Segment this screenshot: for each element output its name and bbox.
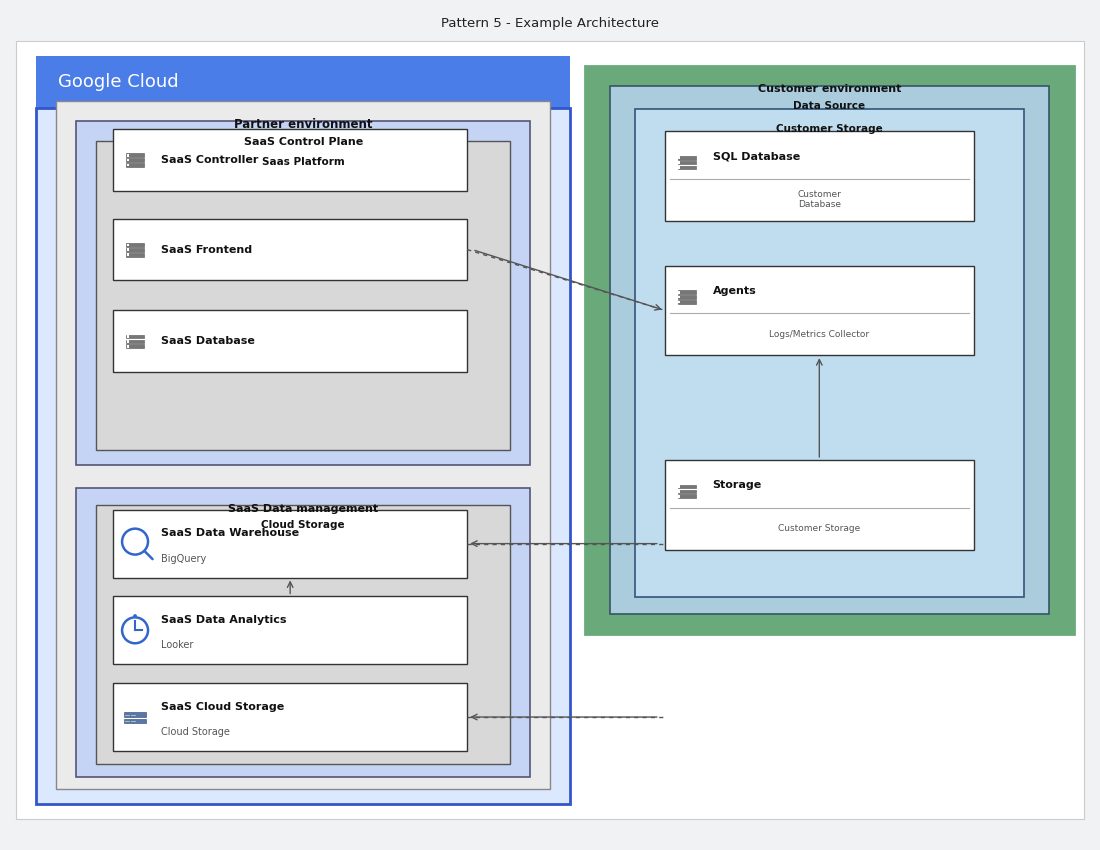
Bar — [56, 101, 550, 789]
Bar — [678, 161, 695, 164]
Bar — [126, 248, 144, 252]
Bar — [126, 244, 129, 246]
Text: SQL Database: SQL Database — [713, 151, 800, 162]
Bar — [76, 121, 530, 465]
Bar — [664, 131, 974, 221]
Bar — [126, 344, 144, 348]
Bar — [126, 159, 129, 162]
Bar — [679, 495, 680, 498]
Bar — [126, 253, 129, 256]
Bar — [679, 485, 680, 488]
Bar — [678, 166, 695, 169]
Bar — [678, 490, 695, 493]
Bar — [124, 719, 146, 723]
Bar — [126, 335, 144, 338]
Text: Storage: Storage — [713, 480, 762, 490]
Bar — [679, 162, 680, 164]
Bar — [96, 505, 510, 764]
Bar — [113, 310, 468, 372]
Bar — [635, 109, 1024, 598]
Text: SaaS Data Analytics: SaaS Data Analytics — [161, 615, 286, 625]
Text: SaaS Frontend: SaaS Frontend — [161, 245, 252, 255]
Bar — [678, 156, 695, 160]
Bar — [126, 163, 144, 167]
Text: Customer Storage: Customer Storage — [778, 524, 860, 533]
Bar — [678, 484, 695, 489]
Bar — [36, 56, 570, 108]
Bar — [664, 460, 974, 550]
Bar — [126, 335, 129, 338]
Bar — [126, 340, 129, 343]
Text: Data Source: Data Source — [793, 101, 866, 111]
Bar — [126, 243, 144, 246]
Bar — [679, 166, 680, 169]
Bar — [679, 291, 680, 293]
Text: SaaS Data management: SaaS Data management — [228, 504, 378, 513]
Text: Saas Platform: Saas Platform — [262, 157, 344, 167]
Bar — [126, 154, 129, 156]
Bar — [585, 66, 1074, 634]
Circle shape — [133, 615, 138, 618]
Text: Agents: Agents — [713, 286, 757, 296]
Bar — [664, 265, 974, 355]
Text: SaaS Control Plane: SaaS Control Plane — [243, 137, 363, 147]
Bar — [678, 300, 695, 304]
Bar — [678, 495, 695, 498]
Bar — [124, 712, 146, 717]
Text: Customer environment: Customer environment — [758, 84, 901, 94]
Bar — [113, 129, 468, 190]
Bar — [126, 248, 129, 251]
Text: Cloud Storage: Cloud Storage — [262, 519, 345, 530]
Bar — [609, 86, 1048, 615]
Bar — [36, 108, 570, 804]
Text: SaaS Cloud Storage: SaaS Cloud Storage — [161, 702, 284, 712]
Bar — [126, 153, 144, 157]
Bar — [678, 295, 695, 299]
Bar — [679, 296, 680, 298]
Bar — [679, 490, 680, 493]
Bar — [679, 301, 680, 303]
Text: Cloud Storage: Cloud Storage — [161, 727, 230, 737]
Bar — [126, 345, 129, 348]
Bar — [113, 510, 468, 577]
Text: Looker: Looker — [161, 640, 194, 650]
Bar — [678, 291, 695, 294]
Text: SaaS Controller: SaaS Controller — [161, 155, 258, 165]
Text: BigQuery: BigQuery — [161, 553, 206, 564]
Bar — [96, 141, 510, 450]
Bar — [126, 164, 129, 167]
Text: Google Cloud: Google Cloud — [58, 73, 179, 91]
Bar — [76, 488, 530, 777]
Bar — [126, 158, 144, 162]
Bar — [113, 683, 468, 751]
Bar — [126, 340, 144, 343]
Bar — [113, 597, 468, 664]
Text: Logs/Metrics Collector: Logs/Metrics Collector — [769, 330, 869, 339]
Text: Customer Storage: Customer Storage — [776, 124, 882, 134]
Text: SaaS Database: SaaS Database — [161, 337, 255, 346]
Text: Customer
Database: Customer Database — [798, 190, 842, 209]
Text: SaaS Data Warehouse: SaaS Data Warehouse — [161, 529, 299, 538]
Bar — [126, 252, 144, 257]
Bar — [113, 218, 468, 280]
Text: Pattern 5 - Example Architecture: Pattern 5 - Example Architecture — [441, 17, 659, 30]
Text: Partner environment: Partner environment — [234, 118, 373, 131]
Bar — [679, 156, 680, 159]
